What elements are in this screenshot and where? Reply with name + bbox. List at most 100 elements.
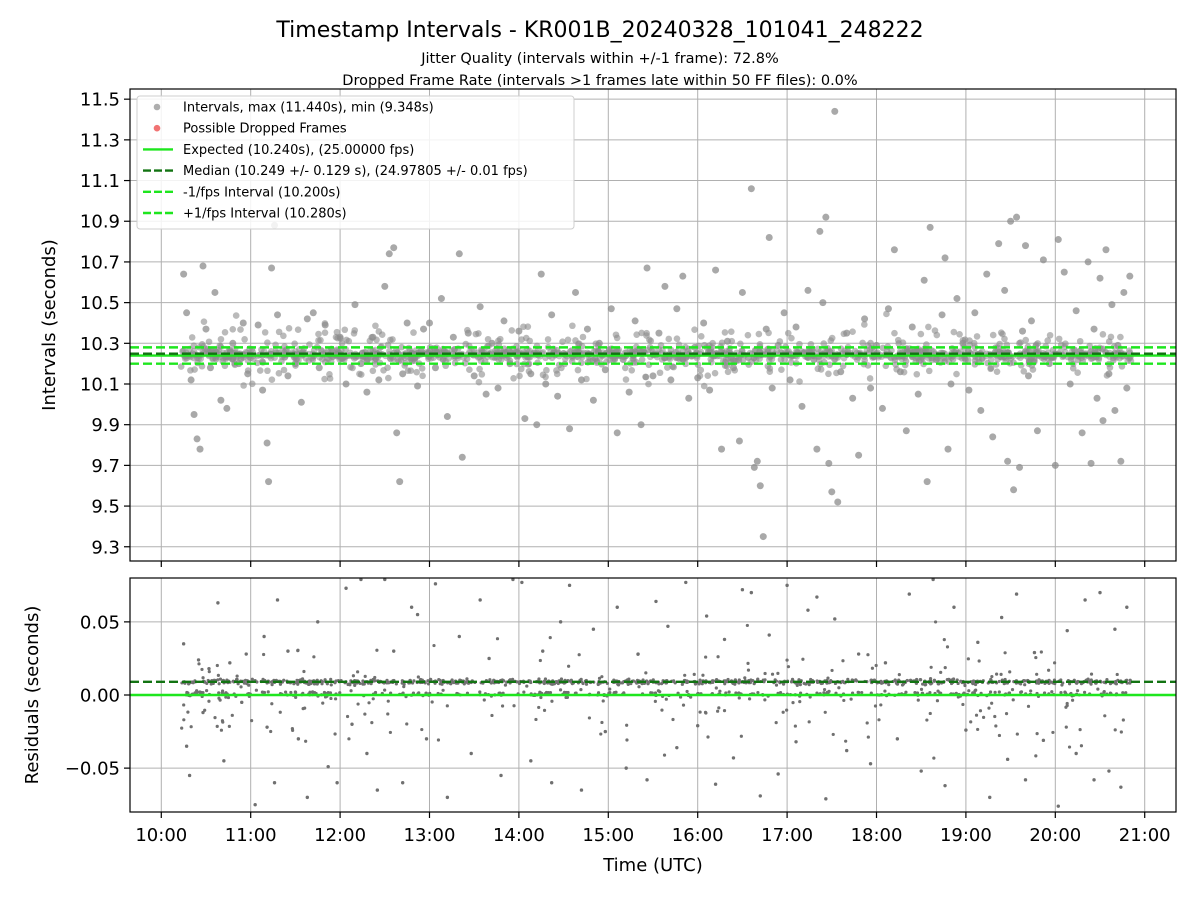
interval-point-spread: [796, 340, 803, 348]
interval-point: [229, 339, 237, 347]
residual-point-band: [388, 730, 392, 735]
intervals-ytick-label: 11.3: [80, 130, 120, 151]
interval-point-spread: [410, 329, 417, 336]
residual-point-band: [685, 689, 689, 694]
intervals-ytick-label: 9.9: [91, 415, 120, 436]
residual-point: [433, 582, 438, 586]
residual-point: [976, 640, 980, 645]
residual-point-band: [441, 688, 445, 692]
residual-point-band: [865, 721, 869, 725]
residual-point: [558, 620, 563, 624]
residual-point-band: [1047, 668, 1051, 672]
interval-point-spread: [973, 333, 981, 340]
intervals-x-tick-marks: [160, 561, 1146, 567]
residual-point-band: [625, 738, 629, 742]
residual-point-band: [1067, 745, 1072, 749]
residual-point-band: [405, 722, 409, 726]
residual-point-band: [644, 671, 648, 675]
interval-point: [890, 246, 898, 254]
residual-point-band: [417, 691, 421, 695]
interval-point: [476, 303, 484, 311]
residual-point: [265, 725, 269, 729]
residual-point-band: [653, 699, 657, 703]
residuals-x-ticks: 10:00 11:00 12:00 13:00 14:00 15:00 16:00 17:00…: [135, 812, 1171, 846]
interval-point: [303, 315, 311, 323]
residual-point: [365, 751, 369, 756]
residual-point-band: [216, 673, 220, 677]
interval-point: [1027, 317, 1035, 325]
xtick-label: 16:00: [672, 825, 724, 846]
interval-point-spread: [814, 365, 822, 373]
interval-point-spread: [744, 331, 752, 339]
residual-point: [222, 759, 226, 763]
residual-point-band: [565, 695, 570, 700]
residual-point-band: [462, 682, 466, 686]
residual-point-band: [217, 682, 221, 686]
residual-point-band: [436, 738, 441, 742]
legend-marker: [153, 103, 161, 111]
residual-point: [988, 795, 992, 800]
interval-point-spread: [784, 329, 792, 337]
interval-point-spread: [418, 365, 426, 372]
interval-point: [458, 453, 466, 461]
interval-point-spread: [180, 347, 187, 355]
interval-point: [321, 321, 329, 329]
residual-point-band: [1004, 712, 1009, 716]
residual-point-band: [420, 727, 424, 732]
residual-point-band: [1121, 718, 1125, 722]
residual-point-band: [235, 677, 239, 682]
residual-point: [478, 598, 482, 602]
legend-box: [136, 95, 575, 230]
interval-point: [655, 329, 663, 337]
residual-point-band: [529, 680, 533, 685]
interval-point-spread: [669, 363, 676, 370]
residual-point: [603, 729, 608, 734]
residual-point: [549, 781, 554, 785]
residual-point-band: [1060, 683, 1064, 687]
interval-point-spread: [839, 362, 847, 370]
interval-point-spread: [315, 337, 322, 344]
residual-point: [359, 577, 363, 582]
residual-point-band: [371, 697, 375, 701]
residual-point-band: [795, 683, 799, 687]
residual-point-band: [488, 678, 492, 682]
interval-point-spread: [275, 370, 283, 377]
residual-point: [776, 772, 780, 776]
interval-point-spread: [1076, 337, 1084, 345]
interval-point: [482, 390, 490, 398]
residual-point-band: [201, 690, 205, 695]
interval-point: [822, 213, 830, 221]
interval-point: [180, 270, 188, 278]
residual-point-band: [430, 700, 434, 704]
residual-point-band: [1121, 691, 1125, 695]
residual-point-band: [893, 678, 897, 682]
legend: Intervals, max (11.440s), min (9.348s) Po…: [136, 95, 575, 230]
interval-point-spread: [280, 366, 288, 374]
residual-point-band: [534, 717, 538, 722]
residual-point: [907, 592, 911, 596]
interval-point-spread: [241, 336, 248, 343]
residual-point-band: [660, 708, 664, 712]
residual-point-band: [361, 682, 365, 686]
residual-point-band: [672, 679, 676, 683]
interval-point-spread: [475, 330, 482, 337]
interval-point: [643, 264, 651, 272]
interval-point-spread: [788, 334, 795, 342]
residual-point-band: [587, 716, 592, 720]
interval-point: [1108, 301, 1116, 309]
residual-point-band: [1115, 672, 1119, 677]
interval-point-spread: [419, 372, 426, 380]
interval-point: [908, 323, 916, 331]
residual-point-band: [538, 658, 542, 663]
interval-point: [843, 329, 851, 337]
residual-point-band: [426, 679, 430, 683]
residual-point-band: [296, 648, 300, 652]
residual-point-band: [284, 690, 288, 694]
residual-point-band: [737, 696, 741, 700]
residual-point-band: [977, 659, 981, 663]
residual-point-band: [746, 668, 751, 672]
interval-point-spread: [364, 357, 371, 365]
residual-point-band: [993, 714, 997, 719]
residual-point: [952, 605, 956, 609]
interval-point: [601, 366, 609, 374]
